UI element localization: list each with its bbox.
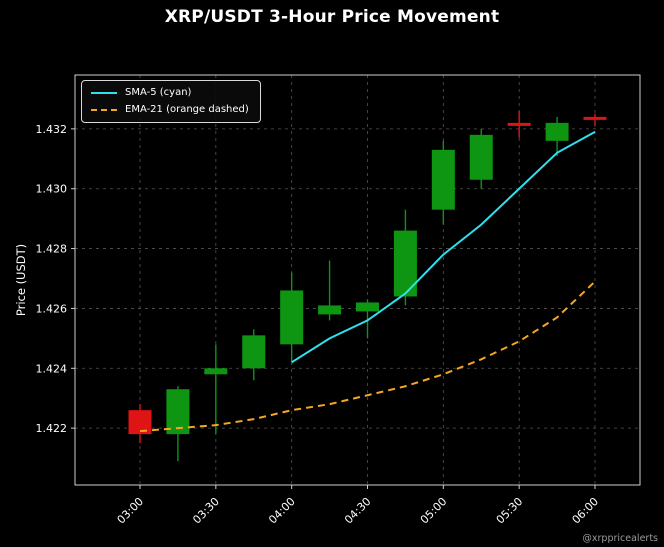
legend-label-sma: SMA-5 (cyan) xyxy=(125,87,192,98)
y-tick-label: 1.424 xyxy=(36,362,68,375)
candle-body xyxy=(242,335,266,369)
candle-body xyxy=(393,230,417,297)
candle-body xyxy=(318,305,342,315)
x-tick-label: 05:00 xyxy=(418,495,450,527)
ema-line xyxy=(139,280,596,433)
chart-legend: SMA-5 (cyan) EMA-21 (orange dashed) xyxy=(81,80,261,123)
candle-body xyxy=(356,302,379,312)
candle-body xyxy=(128,410,152,435)
y-tick-label: 1.428 xyxy=(36,243,68,256)
plot-border xyxy=(74,74,641,486)
legend-label-ema: EMA-21 (orange dashed) xyxy=(125,104,249,115)
ema-line-swatch xyxy=(91,108,117,111)
x-tick-label: 04:00 xyxy=(266,495,298,527)
candle-body xyxy=(545,122,569,141)
y-tick-label: 1.432 xyxy=(36,123,68,136)
y-tick-label: 1.422 xyxy=(36,422,68,435)
candle-body xyxy=(280,290,304,345)
sma-line-swatch xyxy=(91,91,117,94)
candle-body xyxy=(583,116,607,120)
x-tick-label: 03:30 xyxy=(190,495,222,527)
candle-body xyxy=(204,368,228,375)
candle-body xyxy=(166,389,190,435)
x-tick-label: 03:00 xyxy=(115,495,147,527)
sma-line xyxy=(291,130,596,364)
watermark: @xrppricealerts xyxy=(582,533,658,544)
y-tick-label: 1.426 xyxy=(36,302,68,315)
x-tick-label: 04:30 xyxy=(342,495,374,527)
candle-body xyxy=(431,149,455,210)
x-tick-label: 06:00 xyxy=(570,495,602,527)
candle-body xyxy=(507,122,531,126)
legend-item-sma: SMA-5 (cyan) xyxy=(91,87,249,98)
y-axis-label: Price (USDT) xyxy=(14,243,28,317)
y-tick-label: 1.430 xyxy=(36,183,68,196)
legend-item-ema: EMA-21 (orange dashed) xyxy=(91,104,249,115)
candle-body xyxy=(469,134,493,180)
x-tick-label: 05:30 xyxy=(494,495,526,527)
chart-title: XRP/USDT 3-Hour Price Movement xyxy=(164,7,500,27)
